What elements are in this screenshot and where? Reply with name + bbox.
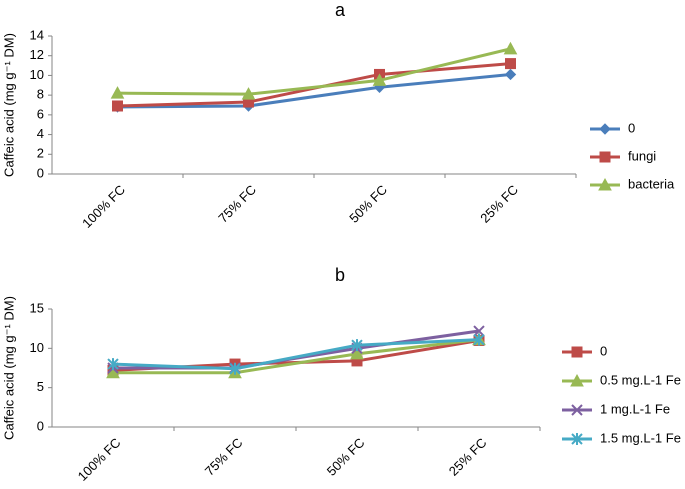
- x-tick-label: 50% FC: [324, 435, 368, 479]
- chart-title: b: [335, 265, 345, 285]
- series-line: [117, 62, 511, 108]
- series-line: [113, 338, 480, 375]
- y-axis-label: Caffeic acid (mg g⁻¹ DM): [1, 296, 16, 440]
- marker: [112, 100, 123, 112]
- x-tick-label: 100% FC: [79, 182, 128, 231]
- marker: [598, 177, 612, 191]
- y-tick-label: 0: [37, 165, 44, 180]
- y-tick-label: 0: [37, 418, 44, 433]
- marker: [599, 123, 611, 135]
- x-tick-label: 75% FC: [202, 435, 246, 479]
- marker: [599, 151, 611, 163]
- legend-entry: fungi: [590, 148, 656, 163]
- legend-entry: 1.5 mg.L-1 Fe: [562, 430, 681, 445]
- marker: [473, 325, 485, 337]
- marker: [351, 339, 363, 352]
- marker: [350, 346, 364, 360]
- marker: [571, 433, 583, 445]
- series: [107, 333, 485, 375]
- legend-label: fungi: [628, 148, 656, 163]
- y-tick-label: 8: [37, 87, 44, 102]
- y-tick-label: 10: [30, 67, 44, 82]
- series: [110, 41, 518, 100]
- series-line: [117, 47, 511, 96]
- marker: [241, 87, 256, 100]
- marker: [107, 358, 119, 371]
- y-tick-label: 12: [30, 47, 44, 62]
- y-tick-label: 14: [30, 27, 44, 42]
- legend-entry: 0.5 mg.L-1 Fe: [562, 372, 681, 387]
- chart-title: a: [335, 0, 346, 20]
- series-line: [117, 72, 511, 109]
- marker: [504, 68, 517, 81]
- legend-label: 0: [600, 343, 607, 358]
- marker: [571, 346, 583, 358]
- legend-label: bacteria: [628, 176, 675, 191]
- y-tick-label: 10: [30, 340, 44, 355]
- legend-entry: 1 mg.L-1 Fe: [562, 401, 670, 416]
- x-tick-label: 75% FC: [215, 182, 259, 226]
- legend-label: 0: [628, 120, 635, 135]
- x-tick-label: 25% FC: [446, 435, 490, 479]
- marker: [229, 362, 241, 375]
- marker: [570, 373, 584, 387]
- legend-label: 0.5 mg.L-1 Fe: [600, 372, 681, 387]
- y-tick-label: 5: [37, 379, 44, 394]
- x-tick-label: 25% FC: [477, 182, 521, 226]
- series-line: [112, 338, 480, 371]
- marker: [110, 86, 125, 99]
- marker: [571, 404, 583, 416]
- legend-entry: bacteria: [590, 176, 675, 191]
- series: [112, 58, 516, 112]
- legend-entry: 0: [590, 120, 635, 135]
- legend-entry: 0: [562, 343, 607, 358]
- legend-label: 1 mg.L-1 Fe: [600, 401, 670, 416]
- y-tick-label: 15: [30, 300, 44, 315]
- y-axis-label: Caffeic acid (mg g⁻¹ DM): [1, 33, 16, 177]
- y-tick-label: 4: [37, 126, 44, 141]
- y-tick-label: 6: [37, 106, 44, 121]
- marker: [503, 41, 518, 55]
- x-tick-label: 50% FC: [346, 182, 390, 226]
- x-tick-label: 100% FC: [75, 435, 124, 484]
- legend-label: 1.5 mg.L-1 Fe: [600, 430, 681, 445]
- marker: [473, 333, 485, 346]
- marker: [372, 73, 387, 86]
- y-tick-label: 2: [37, 146, 44, 161]
- marker: [505, 58, 516, 70]
